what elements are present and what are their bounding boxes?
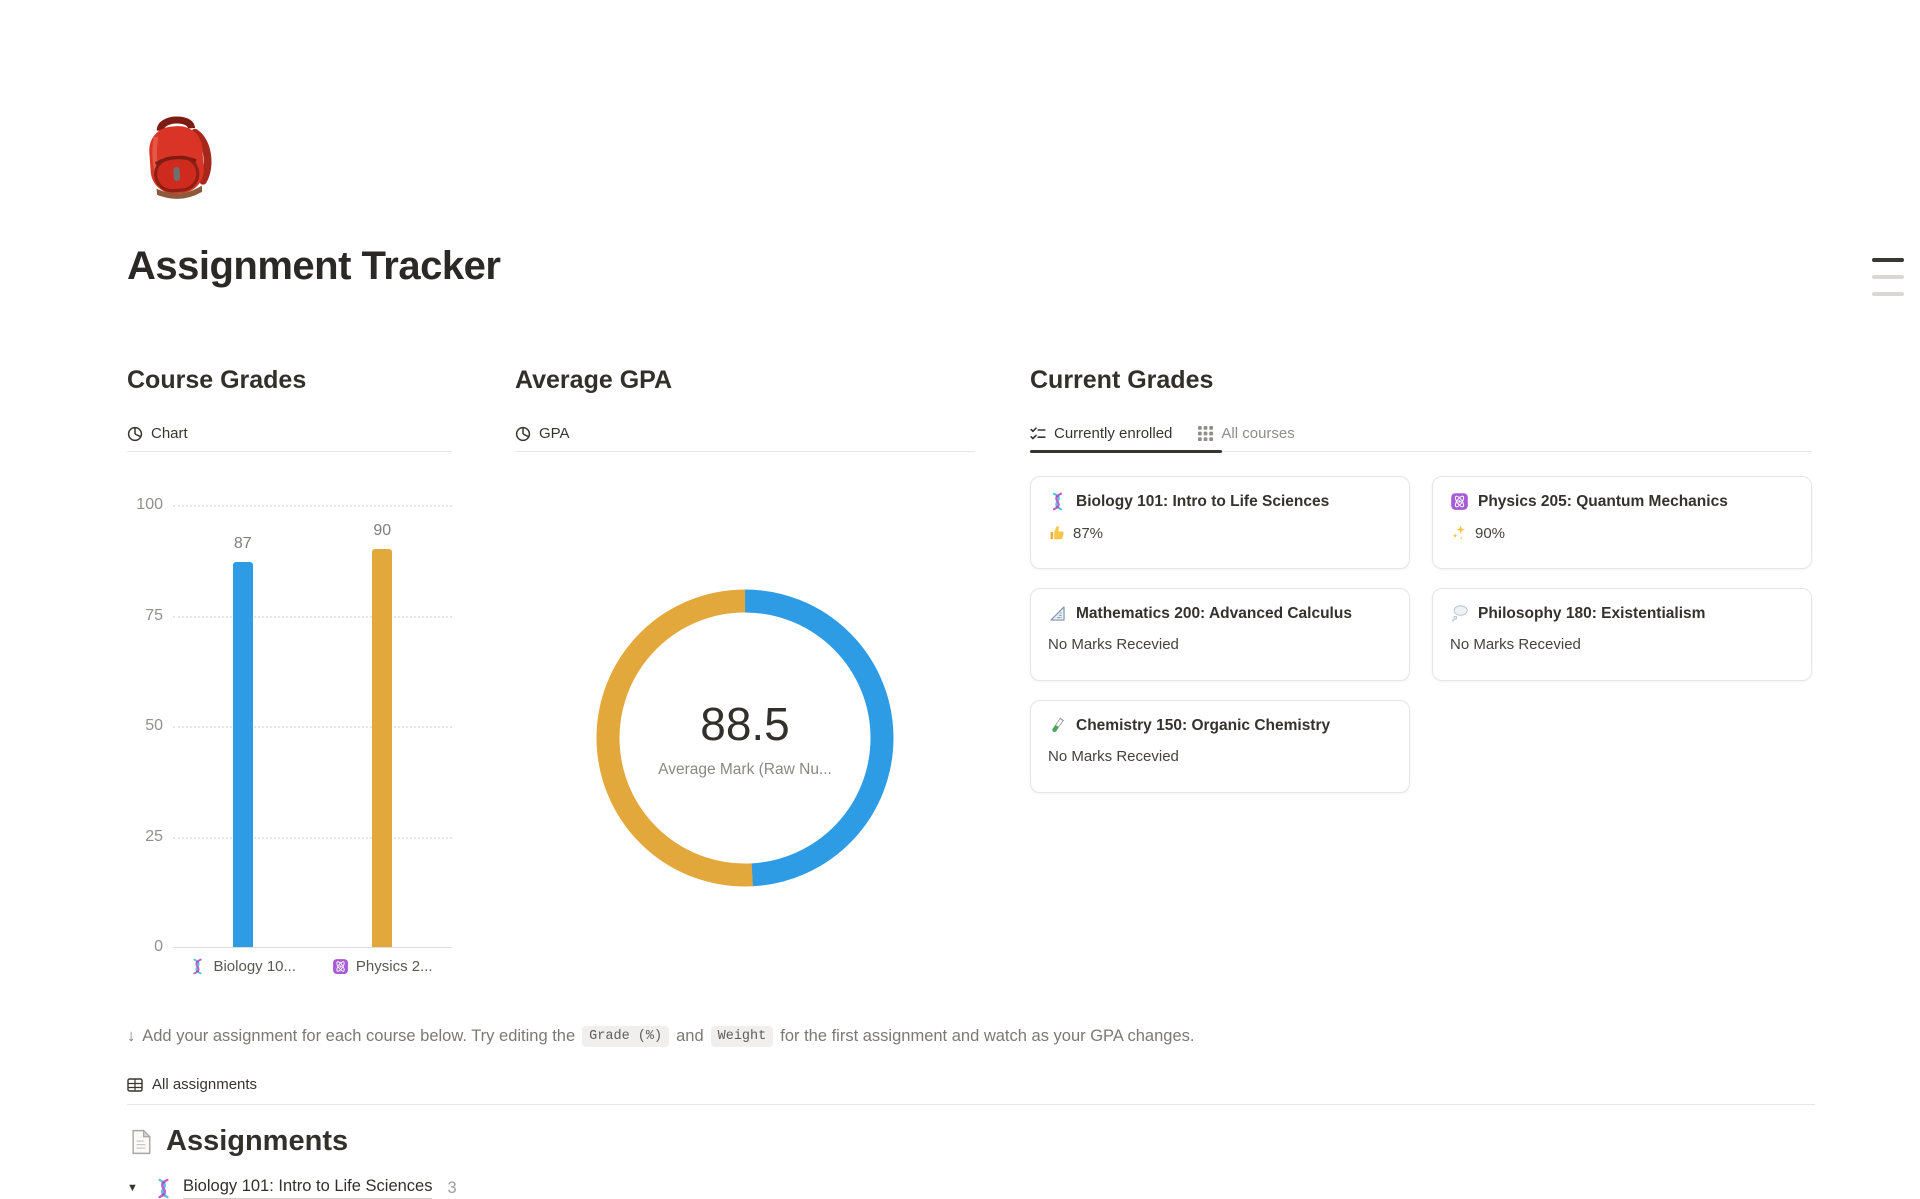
tab-all-courses[interactable]: All courses: [1198, 425, 1295, 442]
pie-chart-icon: [515, 426, 531, 442]
card-title: Philosophy 180: Existentialism: [1478, 604, 1706, 622]
down-arrow-icon: ↓: [127, 1027, 136, 1045]
assignments-section: All assignments Assignments ▼ Biology 10…: [127, 1076, 1815, 1199]
dna-icon: [153, 1178, 174, 1199]
bar-Biology 10...[interactable]: [232, 562, 253, 947]
card-title: Chemistry 150: Organic Chemistry: [1076, 716, 1331, 734]
page-icon: [127, 1128, 155, 1156]
assignment-group-title-link[interactable]: Biology 101: Intro to Life Sciences: [183, 1177, 433, 1199]
donut-center-value: 88.5: [700, 698, 790, 750]
tab-all-courses-label: All courses: [1221, 425, 1295, 442]
bar-chart-plot-area: 87 90: [173, 505, 452, 947]
card-mark: No Marks Recevied: [1048, 748, 1179, 765]
triangular-ruler-icon: [1048, 604, 1067, 623]
bar-chart-x-axis-labels: Biology 10... Physics 2...: [173, 958, 452, 975]
toc-line: [1872, 275, 1904, 279]
assignment-group-count: 3: [447, 1178, 457, 1197]
x-axis-category-label: Physics 2...: [313, 958, 453, 975]
tab-all-assignments-label: All assignments: [152, 1076, 258, 1093]
gridline: [173, 615, 452, 618]
atom-icon: [1450, 492, 1469, 511]
card-mark: No Marks Recevied: [1048, 636, 1179, 653]
average-gpa-heading: Average GPA: [515, 366, 673, 394]
test-tube-icon: [1048, 716, 1067, 735]
donut-chart: 88.5 Average Mark (Raw Nu...: [589, 582, 901, 894]
bar-column: 90: [313, 505, 453, 947]
gridline: [173, 726, 452, 728]
bar-column: 87: [173, 505, 313, 947]
toggle-triangle-icon[interactable]: ▼: [127, 1182, 138, 1194]
card-title: Physics 205: Quantum Mechanics: [1478, 492, 1728, 510]
course-grades-heading: Course Grades: [127, 366, 307, 394]
donut-segment-physics[interactable]: [596, 589, 894, 887]
course-cards-grid: Biology 101: Intro to Life Sciences 87% …: [1030, 476, 1812, 793]
page-title: Assignment Tracker: [127, 244, 501, 288]
tab-all-assignments[interactable]: All assignments: [127, 1076, 1815, 1105]
thought-balloon-icon: [1450, 604, 1469, 623]
current-grades-section: Current Grades Currently enrolled All co…: [1030, 365, 1812, 793]
table-of-contents-widget[interactable]: [1872, 258, 1904, 296]
donut-center-label: Average Mark (Raw Nu...: [658, 761, 832, 778]
card-mark: 87%: [1073, 524, 1104, 542]
sparkles-icon: [1450, 524, 1468, 542]
bar-chart-y-axis: 0 25 50 75 100: [127, 496, 173, 955]
grid-icon: [1198, 426, 1213, 441]
dna-icon: [189, 958, 206, 975]
card-title: Biology 101: Intro to Life Sciences: [1076, 492, 1330, 510]
instruction-note: ↓ Add your assignment for each course be…: [127, 1026, 1194, 1047]
assignments-heading: Assignments: [166, 1125, 349, 1157]
pie-chart-icon: [127, 426, 143, 442]
x-axis-category-label: Biology 10...: [173, 958, 313, 975]
code-chip-weight: Weight: [710, 1026, 774, 1047]
gridline: [173, 505, 452, 507]
course-card-biology[interactable]: Biology 101: Intro to Life Sciences 87%: [1030, 476, 1410, 569]
current-grades-heading: Current Grades: [1030, 366, 1214, 394]
course-card-mathematics[interactable]: Mathematics 200: Advanced Calculus No Ma…: [1030, 588, 1410, 681]
tab-gpa-label: GPA: [539, 425, 570, 442]
atom-icon: [332, 958, 349, 975]
card-mark: 90%: [1475, 524, 1506, 542]
checklist-icon: [1030, 426, 1046, 442]
gridline: [173, 836, 452, 839]
y-axis-tick-label: 100: [136, 496, 163, 513]
course-grades-section: Course Grades Chart 0 25 50 75 100 87 90 Biol…: [127, 365, 452, 975]
bar-chart: 0 25 50 75 100 87 90: [127, 496, 452, 955]
bar-value-label: 90: [373, 522, 392, 540]
note-text: Add your assignment for each course belo…: [142, 1027, 576, 1045]
average-gpa-section: Average GPA GPA 88.5 Average Mark (Raw N…: [515, 365, 975, 887]
card-title: Mathematics 200: Advanced Calculus: [1076, 604, 1352, 622]
y-axis-tick-label: 25: [145, 827, 163, 845]
tab-chart[interactable]: Chart: [127, 425, 188, 442]
tab-currently-enrolled-label: Currently enrolled: [1054, 425, 1173, 442]
bar-value-label: 87: [233, 535, 252, 553]
dna-icon: [1048, 492, 1067, 511]
toc-line: [1872, 292, 1904, 296]
course-card-philosophy[interactable]: Philosophy 180: Existentialism No Marks …: [1432, 588, 1812, 681]
gridline: [173, 947, 452, 948]
tab-chart-label: Chart: [151, 425, 188, 442]
y-axis-tick-label: 75: [145, 606, 163, 624]
course-card-physics[interactable]: Physics 205: Quantum Mechanics 90%: [1432, 476, 1812, 569]
card-mark: No Marks Recevied: [1450, 636, 1581, 653]
note-text: and: [676, 1027, 704, 1045]
toc-line: [1872, 258, 1904, 262]
page-emoji-backpack-icon[interactable]: [128, 106, 228, 212]
y-axis-tick-label: 50: [145, 717, 163, 734]
code-chip-grade: Grade (%): [582, 1026, 670, 1047]
bar-Physics 2...[interactable]: [372, 549, 393, 947]
active-tab-underline: [1030, 450, 1222, 453]
y-axis-tick-label: 0: [154, 938, 163, 955]
assignment-group-biology: ▼ Biology 101: Intro to Life Sciences 3: [127, 1177, 1815, 1199]
table-icon: [127, 1077, 143, 1093]
tab-gpa[interactable]: GPA: [515, 425, 570, 442]
course-card-chemistry[interactable]: Chemistry 150: Organic Chemistry No Mark…: [1030, 700, 1410, 793]
note-text: for the first assignment and watch as yo…: [780, 1027, 1195, 1045]
tab-currently-enrolled[interactable]: Currently enrolled: [1030, 425, 1172, 442]
thumbs-up-icon: [1048, 524, 1066, 542]
